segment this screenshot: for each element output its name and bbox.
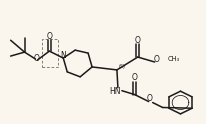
- Text: HN: HN: [109, 87, 120, 96]
- Text: O: O: [146, 94, 152, 103]
- Text: N: N: [60, 51, 66, 60]
- Text: O: O: [33, 54, 39, 62]
- Text: (S): (S): [118, 64, 125, 69]
- Text: O: O: [46, 32, 52, 41]
- Text: O: O: [131, 73, 137, 82]
- Text: CH₃: CH₃: [167, 56, 179, 62]
- Text: O: O: [153, 55, 159, 63]
- Text: O: O: [134, 36, 140, 45]
